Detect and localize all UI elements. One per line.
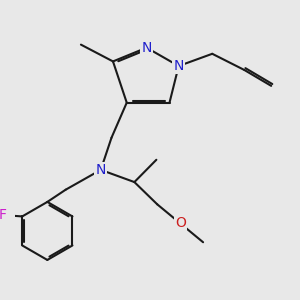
- Text: F: F: [0, 208, 6, 222]
- Text: N: N: [173, 59, 184, 73]
- Text: N: N: [96, 163, 106, 177]
- Text: O: O: [175, 216, 186, 230]
- Text: N: N: [141, 41, 152, 55]
